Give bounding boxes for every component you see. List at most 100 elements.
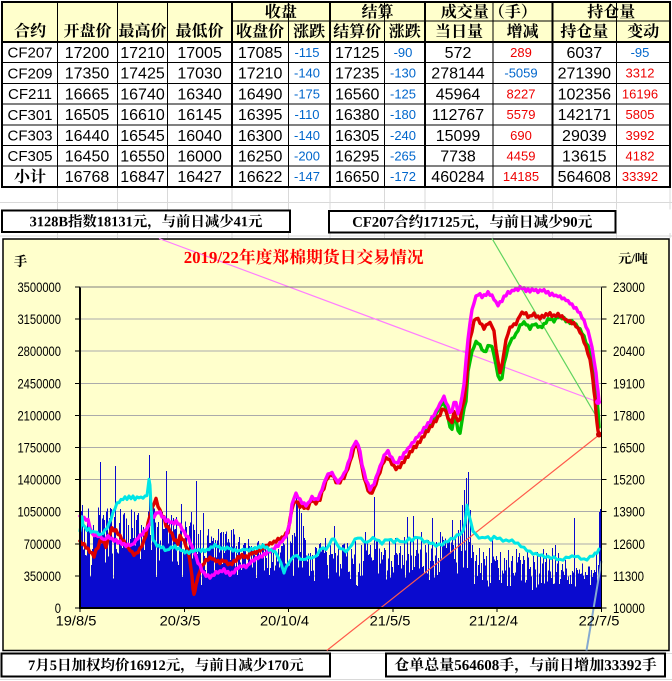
svg-text:29039: 29039	[562, 128, 607, 145]
svg-text:5579: 5579	[507, 107, 536, 122]
svg-text:16340: 16340	[177, 86, 222, 103]
svg-text:690: 690	[510, 128, 532, 143]
svg-text:12600: 12600	[613, 536, 645, 552]
svg-text:-240: -240	[390, 128, 416, 143]
svg-text:2800000: 2800000	[17, 344, 61, 359]
svg-text:-140: -140	[294, 66, 320, 81]
svg-text:16545: 16545	[120, 128, 165, 145]
svg-text:16847: 16847	[120, 169, 165, 186]
svg-text:17005: 17005	[177, 45, 222, 62]
svg-text:0: 0	[55, 601, 61, 616]
svg-text:16305: 16305	[335, 128, 380, 145]
svg-text:3500000: 3500000	[17, 280, 61, 295]
svg-text:-5059: -5059	[504, 66, 537, 81]
svg-text:17800: 17800	[613, 407, 645, 423]
svg-text:19/8/5: 19/8/5	[56, 614, 97, 630]
svg-text:-200: -200	[294, 148, 320, 163]
svg-text:16250: 16250	[238, 148, 283, 165]
svg-text:21700: 21700	[613, 311, 645, 327]
svg-text:-115: -115	[294, 45, 319, 60]
svg-text:-90: -90	[394, 45, 413, 60]
svg-text:3312: 3312	[626, 66, 655, 81]
svg-text:2100000: 2100000	[17, 408, 61, 423]
svg-text:16740: 16740	[120, 86, 165, 103]
svg-text:-147: -147	[294, 169, 320, 184]
svg-text:3150000: 3150000	[17, 312, 61, 327]
svg-text:13615: 13615	[562, 148, 607, 165]
svg-text:-95: -95	[631, 45, 650, 60]
svg-text:1050000: 1050000	[17, 505, 61, 520]
svg-text:-175: -175	[294, 86, 320, 101]
svg-text:16440: 16440	[65, 128, 110, 145]
svg-text:19100: 19100	[613, 375, 645, 391]
svg-text:-180: -180	[390, 107, 416, 122]
svg-text:CF207: CF207	[7, 45, 52, 62]
svg-text:350000: 350000	[24, 569, 61, 584]
svg-text:6037: 6037	[567, 45, 603, 62]
svg-text:CF305: CF305	[7, 148, 52, 165]
svg-text:289: 289	[510, 45, 532, 60]
svg-text:4182: 4182	[626, 148, 655, 163]
svg-text:1400000: 1400000	[17, 472, 61, 487]
svg-text:572: 572	[445, 45, 472, 62]
svg-text:3992: 3992	[626, 128, 655, 143]
svg-text:17235: 17235	[335, 66, 380, 83]
svg-text:-130: -130	[390, 66, 416, 81]
svg-text:-172: -172	[390, 169, 416, 184]
svg-text:-140: -140	[294, 128, 320, 143]
svg-text:16665: 16665	[65, 86, 110, 103]
svg-text:16622: 16622	[238, 169, 283, 186]
svg-text:5805: 5805	[626, 107, 655, 122]
svg-text:112767: 112767	[432, 107, 484, 124]
svg-text:-110: -110	[294, 107, 319, 122]
svg-text:11300: 11300	[613, 568, 644, 584]
svg-text:16300: 16300	[238, 128, 283, 145]
svg-text:CF211: CF211	[8, 86, 52, 103]
svg-text:23000: 23000	[613, 279, 645, 295]
svg-text:20/3/5: 20/3/5	[160, 614, 201, 630]
svg-text:20400: 20400	[613, 343, 645, 359]
svg-text:16610: 16610	[120, 107, 165, 124]
svg-text:16295: 16295	[335, 148, 380, 165]
svg-text:17030: 17030	[177, 66, 222, 83]
svg-text:16427: 16427	[177, 169, 222, 186]
svg-text:7738: 7738	[440, 148, 476, 165]
svg-text:10000: 10000	[613, 600, 645, 616]
svg-text:278144: 278144	[431, 66, 484, 83]
svg-text:16395: 16395	[238, 107, 283, 124]
svg-text:16550: 16550	[120, 148, 165, 165]
svg-text:-125: -125	[390, 86, 416, 101]
svg-text:102356: 102356	[558, 86, 611, 103]
svg-text:16145: 16145	[177, 107, 222, 124]
svg-text:15200: 15200	[613, 471, 645, 487]
svg-text:16196: 16196	[622, 86, 658, 101]
svg-text:-265: -265	[390, 148, 416, 163]
svg-text:22/7/5: 22/7/5	[579, 614, 620, 630]
svg-text:142171: 142171	[558, 107, 611, 124]
svg-text:17350: 17350	[65, 66, 110, 83]
svg-text:CF301: CF301	[7, 107, 52, 124]
svg-text:4459: 4459	[507, 148, 536, 163]
svg-text:16490: 16490	[238, 86, 283, 103]
svg-text:15099: 15099	[436, 128, 481, 145]
svg-text:20/10/4: 20/10/4	[260, 614, 309, 630]
svg-text:460284: 460284	[431, 169, 484, 186]
svg-text:17425: 17425	[120, 66, 165, 83]
svg-text:21/5/5: 21/5/5	[370, 614, 411, 630]
svg-text:17210: 17210	[120, 45, 165, 62]
svg-text:271390: 271390	[558, 66, 611, 83]
svg-text:1750000: 1750000	[17, 440, 61, 455]
svg-text:13900: 13900	[613, 504, 645, 520]
svg-text:2450000: 2450000	[17, 376, 61, 391]
svg-text:16560: 16560	[335, 86, 380, 103]
svg-text:21/12/4: 21/12/4	[469, 614, 518, 630]
svg-text:564608: 564608	[558, 169, 611, 186]
svg-text:17210: 17210	[238, 66, 283, 83]
svg-text:700000: 700000	[24, 537, 61, 552]
svg-text:16450: 16450	[65, 148, 110, 165]
svg-text:17085: 17085	[238, 45, 283, 62]
svg-text:14185: 14185	[503, 169, 539, 184]
svg-text:CF303: CF303	[7, 127, 52, 144]
svg-text:33392: 33392	[622, 169, 658, 184]
svg-text:16500: 16500	[613, 439, 645, 455]
